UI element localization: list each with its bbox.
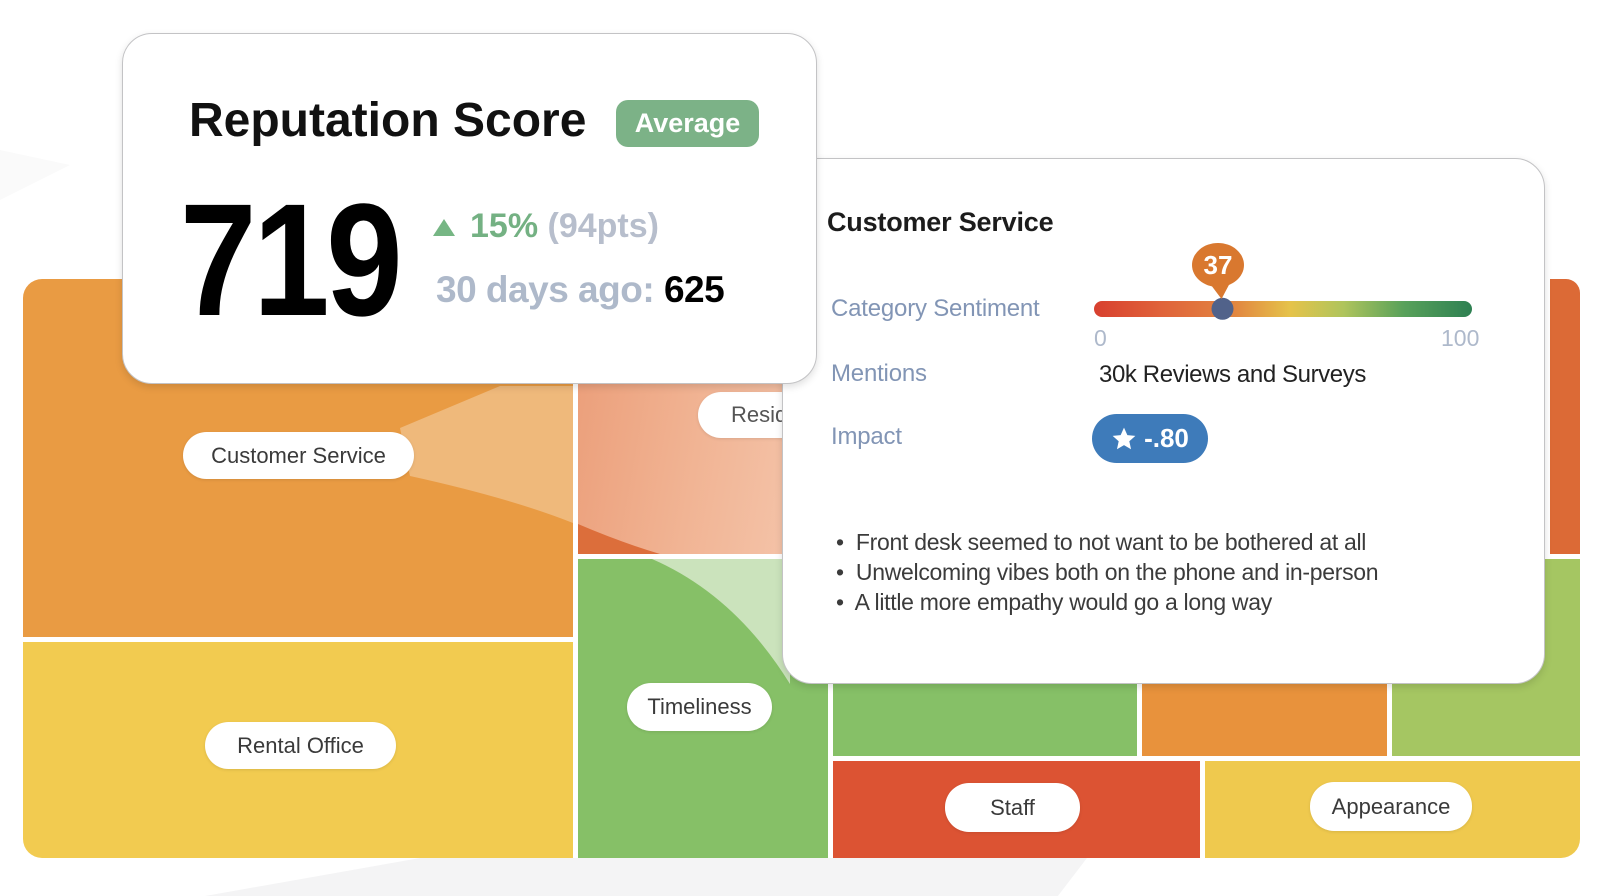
svg-text:37: 37 [1204,250,1233,280]
